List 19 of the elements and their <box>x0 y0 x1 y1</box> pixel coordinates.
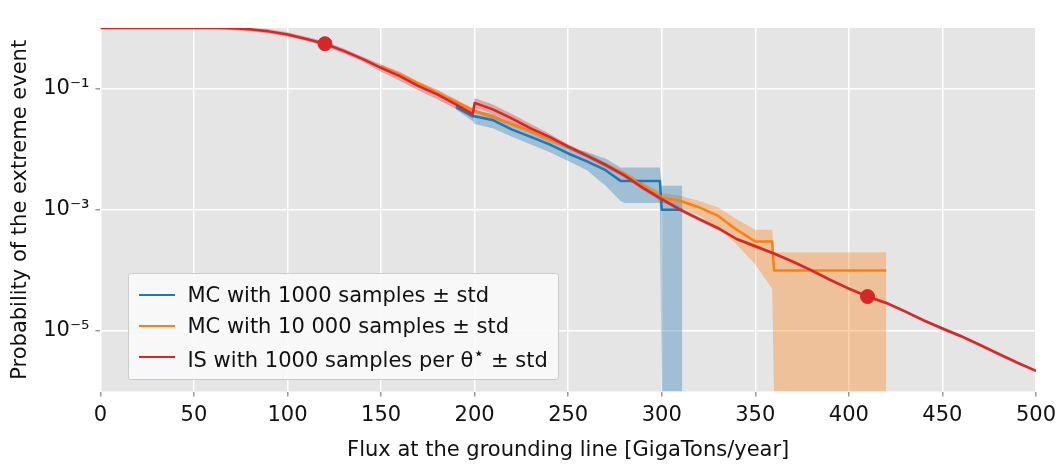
legend-label: MC with 10 000 samples ± std <box>187 314 510 339</box>
x-tick-label: 150 <box>361 401 402 426</box>
x-tick-label: 350 <box>735 401 776 426</box>
legend-label: MC with 1000 samples ± std <box>187 283 489 308</box>
y-tick-label: 10⁻⁵ <box>43 317 90 342</box>
x-tick-label: 200 <box>454 401 495 426</box>
x-tick-label: 100 <box>267 401 308 426</box>
y-tick-label: 10⁻³ <box>43 196 90 221</box>
x-tick-label: 450 <box>922 401 963 426</box>
y-axis-title: Probability of the extreme event <box>7 39 32 380</box>
x-tick-label: 300 <box>641 401 682 426</box>
x-axis-title: Flux at the grounding line [GigaTons/year] <box>347 436 790 461</box>
x-tick-label: 0 <box>93 401 108 426</box>
x-tick-label: 250 <box>548 401 589 426</box>
legend-label: IS with 1000 samples per θ$^{⋆}$ ± std <box>187 342 548 372</box>
y-tick-label: 10⁻¹ <box>43 75 90 100</box>
x-tick-label: 50 <box>180 401 208 426</box>
x-tick-label: 500 <box>1015 401 1057 426</box>
x-tick-label: 400 <box>828 401 869 426</box>
